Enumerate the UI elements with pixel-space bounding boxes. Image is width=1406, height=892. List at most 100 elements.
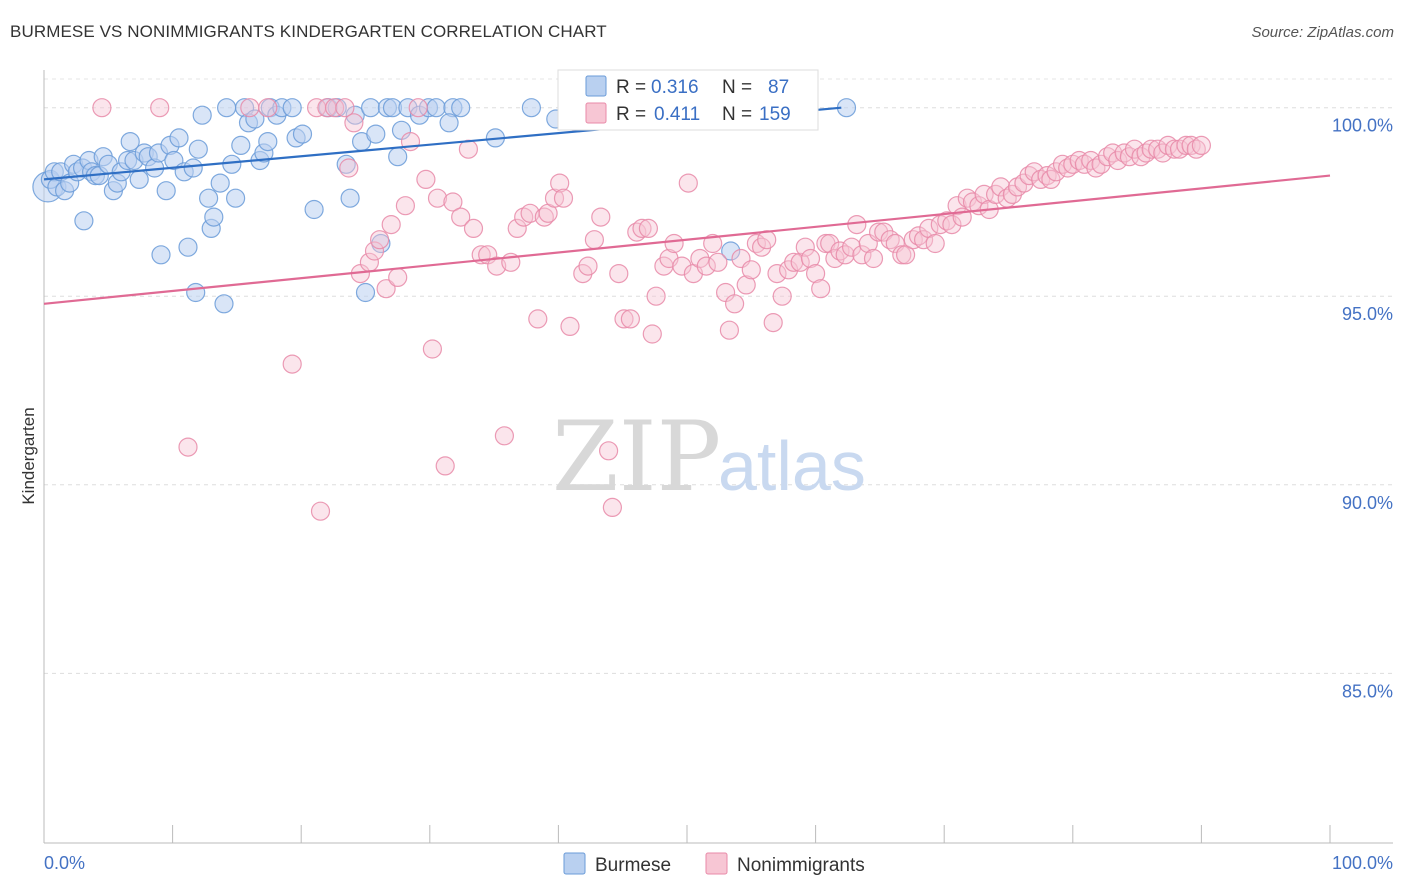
nonimmigrants-point bbox=[719, 320, 740, 340]
nonimmigrants-point bbox=[578, 256, 598, 276]
nonimmigrants-point bbox=[602, 497, 623, 517]
nonimmigrants-point bbox=[310, 501, 331, 521]
nonimmigrants-point bbox=[258, 98, 278, 118]
burmese-point bbox=[336, 154, 356, 174]
burmese-point bbox=[129, 169, 149, 189]
burmese-point bbox=[217, 98, 237, 118]
stats-n-label-nonimmigrants: N = bbox=[722, 104, 752, 125]
y-tick-label: 95.0% bbox=[1342, 304, 1393, 324]
nonimmigrants-point bbox=[507, 218, 527, 238]
watermark: ZIP atlas bbox=[552, 401, 866, 513]
nonimmigrants-point bbox=[741, 260, 761, 280]
nonimmigrants-point bbox=[800, 248, 821, 269]
series-legend: Burmese Nonimmigrants bbox=[563, 852, 865, 876]
legend-swatch-nonimmigrants bbox=[705, 852, 728, 875]
nonimmigrants-point bbox=[451, 207, 471, 227]
nonimmigrants-point bbox=[150, 98, 170, 118]
burmese-point bbox=[120, 132, 140, 152]
chart-source: Source: ZipAtlas.com bbox=[1251, 24, 1394, 41]
stats-swatch-burmese bbox=[585, 75, 607, 97]
burmese-point bbox=[304, 199, 324, 220]
nonimmigrants-point bbox=[795, 237, 815, 257]
nonimmigrants-point bbox=[422, 339, 442, 359]
nonimmigrants-point bbox=[925, 233, 945, 254]
nonimmigrants-point bbox=[388, 267, 408, 287]
burmese-point bbox=[210, 173, 230, 193]
stats-r-value-nonimmigrants: 0.411 bbox=[654, 104, 700, 125]
burmese-point bbox=[226, 188, 246, 208]
y-tick-label: 85.0% bbox=[1342, 681, 1393, 701]
nonimmigrants-point bbox=[609, 264, 629, 284]
nonimmigrants-point bbox=[1131, 147, 1151, 167]
nonimmigrants-point bbox=[1191, 135, 1212, 155]
burmese-point bbox=[451, 98, 471, 118]
chart-title: BURMESE VS NONIMMIGRANTS KINDERGARTEN CO… bbox=[10, 22, 607, 41]
nonimmigrants-point bbox=[620, 309, 641, 329]
nonimmigrants-point bbox=[974, 184, 994, 204]
burmese-point bbox=[361, 98, 381, 118]
nonimmigrants-point bbox=[690, 248, 710, 269]
burmese-point bbox=[345, 105, 365, 125]
nonimmigrants-point bbox=[868, 222, 889, 242]
nonimmigrants-point bbox=[811, 279, 831, 299]
burmese-point bbox=[183, 158, 203, 178]
nonimmigrants-point bbox=[847, 215, 867, 235]
nonimmigrants-trend-line bbox=[43, 174, 1331, 305]
nonimmigrants-point bbox=[678, 173, 698, 193]
x-tick-label-max: 100.0% bbox=[1332, 853, 1393, 873]
nonimmigrants-point bbox=[863, 248, 884, 269]
nonimmigrants-point bbox=[534, 207, 554, 227]
burmese-point bbox=[222, 154, 242, 174]
nonimmigrants-point bbox=[627, 222, 647, 242]
nonimmigrants-point bbox=[591, 207, 611, 227]
burmese-point bbox=[355, 282, 376, 303]
nonimmigrants-point bbox=[942, 215, 962, 235]
nonimmigrants-point bbox=[772, 286, 792, 306]
nonimmigrants-point bbox=[708, 252, 728, 272]
burmese-point bbox=[188, 139, 208, 159]
nonimmigrants-point bbox=[395, 196, 415, 216]
nonimmigrants-point bbox=[550, 173, 570, 193]
burmese-point bbox=[169, 128, 189, 148]
nonimmigrants-point bbox=[1108, 150, 1128, 171]
x-tick-label-min: 0.0% bbox=[44, 853, 85, 873]
nonimmigrants-point bbox=[1124, 139, 1145, 159]
stats-n-value-burmese: 87 bbox=[768, 77, 789, 98]
nonimmigrants-point bbox=[614, 309, 634, 329]
nonimmigrants-point bbox=[598, 441, 619, 461]
y-tick-label: 100.0% bbox=[1332, 116, 1393, 136]
burmese-point bbox=[282, 98, 302, 118]
nonimmigrants-point bbox=[852, 245, 872, 265]
burmese-point bbox=[214, 294, 234, 314]
nonimmigrants-point bbox=[947, 196, 967, 216]
burmese-point bbox=[245, 109, 265, 129]
nonimmigrants-point bbox=[487, 256, 507, 276]
nonimmigrants-point bbox=[325, 98, 345, 118]
nonimmigrants-point bbox=[820, 233, 840, 254]
gridlines bbox=[44, 78, 1393, 674]
nonimmigrants-point bbox=[913, 230, 934, 250]
nonimmigrants-point bbox=[1046, 162, 1066, 182]
nonimmigrants-point bbox=[903, 230, 923, 250]
nonimmigrants-point bbox=[830, 241, 850, 261]
nonimmigrants-point bbox=[991, 177, 1011, 197]
nonimmigrants-point bbox=[1086, 158, 1106, 178]
burmese-point bbox=[151, 245, 171, 265]
nonimmigrants-point bbox=[584, 230, 605, 250]
nonimmigrants-point bbox=[664, 233, 684, 254]
legend-label-nonimmigrants: Nonimmigrants bbox=[737, 855, 865, 876]
stats-n-label-burmese: N = bbox=[722, 77, 752, 98]
watermark-zip: ZIP bbox=[552, 401, 721, 513]
nonimmigrants-point bbox=[463, 218, 484, 238]
nonimmigrants-point bbox=[178, 437, 198, 457]
stats-n-value-nonimmigrants: 159 bbox=[759, 104, 791, 125]
burmese-point bbox=[231, 135, 251, 155]
nonimmigrants-point bbox=[638, 218, 659, 238]
nonimmigrants-point bbox=[895, 245, 916, 265]
nonimmigrants-point bbox=[805, 264, 826, 284]
nonimmigrants-point bbox=[724, 294, 745, 314]
nonimmigrants-point bbox=[408, 98, 428, 118]
nonimmigrants-point bbox=[672, 256, 692, 276]
burmese-point bbox=[521, 98, 542, 118]
